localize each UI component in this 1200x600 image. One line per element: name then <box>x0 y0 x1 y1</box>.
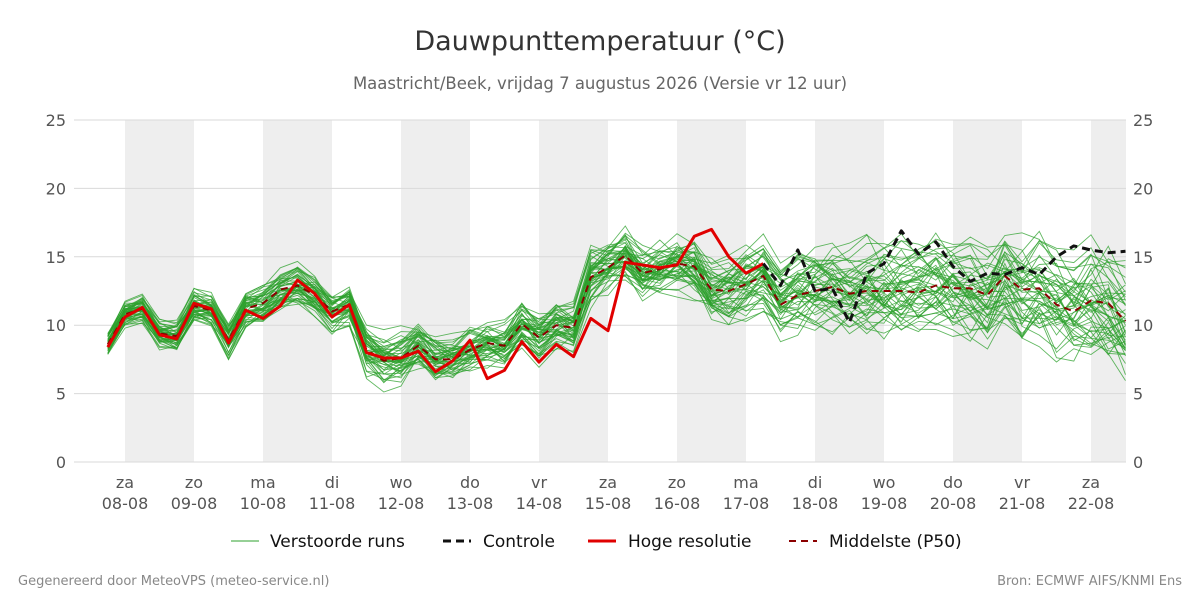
x-tick-day-14: za <box>1082 473 1100 492</box>
y-tick-right-0: 0 <box>1133 453 1143 472</box>
ensemble-run-10 <box>107 233 1126 359</box>
grid-lines <box>74 119 1126 463</box>
ensemble-run-28 <box>107 255 1126 379</box>
x-tick-date-10: 18-08 <box>792 494 839 513</box>
footer-generated-by: Gegenereerd door MeteoVPS (meteo-service… <box>18 574 329 589</box>
ensemble-run-33 <box>107 263 1126 366</box>
ensemble-run-38 <box>107 259 1126 374</box>
series-controle <box>762 229 1126 324</box>
ensemble-run-39 <box>107 251 1126 369</box>
x-tick-date-7: 15-08 <box>585 494 632 513</box>
shade-band-3 <box>539 120 608 462</box>
legend-label-controle: Controle <box>483 532 555 552</box>
y-tick-left-5: 5 <box>56 385 66 404</box>
x-tick-day-7: za <box>599 473 617 492</box>
ensemble-run-48 <box>107 252 1126 375</box>
y-tick-right-10: 10 <box>1133 316 1153 335</box>
y-tick-right-25: 25 <box>1133 111 1153 130</box>
x-tick-day-13: vr <box>1014 473 1030 492</box>
x-tick-day-11: wo <box>873 473 896 492</box>
y-tick-right-20: 20 <box>1133 179 1153 198</box>
y-tick-left-0: 0 <box>56 453 66 472</box>
x-tick-day-12: do <box>943 473 963 492</box>
legend-label-verstoorde-runs: Verstoorde runs <box>270 532 405 552</box>
main-series <box>106 227 1127 381</box>
x-tick-day-9: ma <box>733 473 758 492</box>
footer-source: Bron: ECMWF AIFS/KNMI Ens <box>997 574 1182 589</box>
x-tick-date-2: 10-08 <box>240 494 287 513</box>
x-tick-date-12: 20-08 <box>930 494 977 513</box>
legend-label-hoge-resolutie: Hoge resolutie <box>628 532 752 552</box>
legend: Verstoorde runs Controle Hoge resolutie … <box>231 532 962 552</box>
y-tick-right-15: 15 <box>1133 248 1153 267</box>
ensemble-run-44 <box>107 233 1126 363</box>
ensemble-run-40 <box>107 225 1126 357</box>
shade-band-0 <box>125 120 194 462</box>
y-tick-left-10: 10 <box>46 316 66 335</box>
x-tick-date-0: 08-08 <box>102 494 149 513</box>
x-tick-date-4: 12-08 <box>378 494 425 513</box>
chart-title: Dauwpunttemperatuur (°C) <box>414 26 785 57</box>
x-tick-date-3: 11-08 <box>309 494 356 513</box>
x-tick-day-10: di <box>808 473 823 492</box>
y-tick-left-25: 25 <box>46 111 66 130</box>
y-tick-right-5: 5 <box>1133 385 1143 404</box>
ensemble-run-46 <box>107 232 1126 343</box>
shade-band-2 <box>401 120 470 462</box>
ensemble-run-42 <box>107 244 1126 363</box>
x-tick-day-6: vr <box>531 473 547 492</box>
x-tick-day-2: ma <box>250 473 275 492</box>
x-tick-date-5: 13-08 <box>447 494 494 513</box>
legend-label-middelste: Middelste (P50) <box>829 532 962 552</box>
series-middelste-p50 <box>106 254 1127 362</box>
x-tick-date-13: 21-08 <box>999 494 1046 513</box>
x-tick-day-4: wo <box>390 473 413 492</box>
x-tick-day-5: do <box>460 473 480 492</box>
y-axis-ticks: 0 0 5 5 10 10 15 15 20 20 25 25 <box>46 111 1154 472</box>
y-tick-left-20: 20 <box>46 179 66 198</box>
weekday-shading <box>125 120 1126 462</box>
shade-band-7 <box>1091 120 1126 462</box>
x-tick-date-1: 09-08 <box>171 494 218 513</box>
x-tick-day-3: di <box>325 473 340 492</box>
x-tick-day-0: za <box>116 473 134 492</box>
x-tick-day-8: zo <box>668 473 686 492</box>
x-tick-date-14: 22-08 <box>1068 494 1115 513</box>
series-hoge-resolutie <box>106 227 765 381</box>
x-axis-ticks: za 08-08 zo 09-08 ma 10-08 di 11-08 wo 12-08 do 13-… <box>102 473 1115 513</box>
ensemble-runs <box>107 225 1126 393</box>
x-tick-day-1: zo <box>185 473 203 492</box>
ensemble-run-31 <box>107 244 1126 359</box>
x-tick-date-9: 17-08 <box>723 494 770 513</box>
y-tick-left-15: 15 <box>46 248 66 267</box>
ensemble-run-15 <box>107 238 1126 373</box>
x-tick-date-6: 14-08 <box>516 494 563 513</box>
chart-subtitle: Maastricht/Beek, vrijdag 7 augustus 2026… <box>353 74 847 93</box>
x-tick-date-8: 16-08 <box>654 494 701 513</box>
x-tick-date-11: 19-08 <box>861 494 908 513</box>
ensemble-run-50 <box>107 249 1126 379</box>
